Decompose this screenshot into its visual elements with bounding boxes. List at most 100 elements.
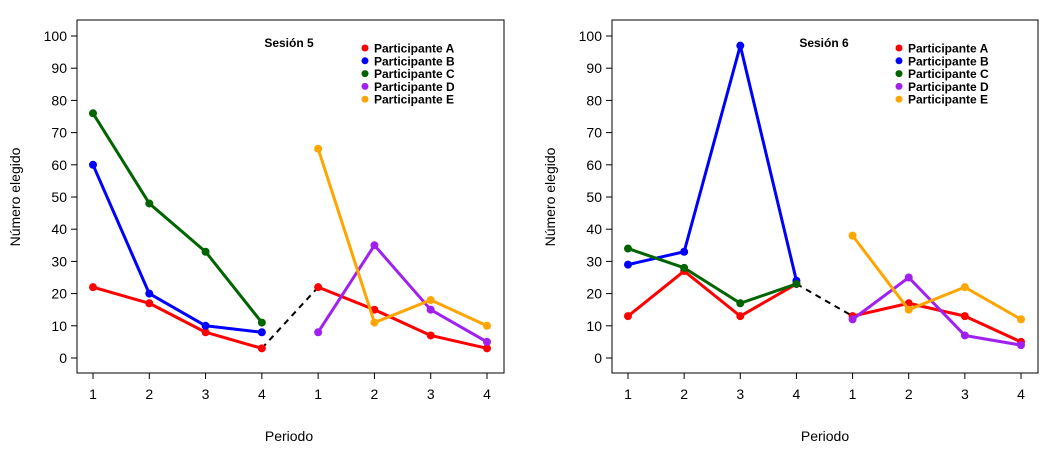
x-tick-label: 4 [793, 386, 801, 402]
period-connector-line [261, 286, 319, 350]
y-axis: 0 10 20 30 40 50 60 70 80 90 100 [579, 28, 613, 366]
data-point [201, 328, 210, 337]
x-tick-label: 3 [736, 386, 744, 402]
data-point [257, 328, 266, 337]
x-tick-label: 2 [680, 386, 688, 402]
data-point [736, 299, 745, 308]
series-line [91, 285, 264, 350]
data-point [314, 328, 323, 337]
y-tick-label: 0 [594, 350, 602, 366]
series-line [316, 243, 489, 344]
x-axis: 1 2 3 4 1 2 3 4 [624, 372, 1025, 402]
data-point [904, 305, 913, 314]
series-participante-b [624, 41, 801, 285]
x-tick-label: 4 [483, 386, 491, 402]
data-point [314, 144, 323, 153]
series-participante-c [89, 109, 266, 327]
data-point [257, 318, 266, 327]
data-point [201, 321, 210, 330]
series-line [851, 234, 1023, 321]
data-point [736, 312, 745, 321]
y-tick-label: 100 [44, 28, 68, 44]
data-point [426, 331, 435, 340]
y-tick-label: 70 [586, 125, 602, 141]
y-tick-label: 100 [579, 28, 603, 44]
chart-panel-1: 0 10 20 30 40 50 60 70 80 90 100 1 2 3 4 1 2 3 4 Periodo Núm… [7, 19, 505, 444]
series-participante-d [314, 241, 491, 346]
data-point [257, 344, 266, 353]
y-tick-label: 30 [51, 253, 67, 269]
data-point [680, 263, 689, 272]
series-participante-c [624, 244, 801, 308]
y-axis-title: Número elegido [7, 147, 23, 246]
data-point [960, 331, 969, 340]
legend-marker [361, 44, 369, 52]
y-tick-label: 70 [51, 125, 67, 141]
series-line [626, 269, 798, 318]
x-tick-label: 1 [849, 386, 857, 402]
x-tick-label: 1 [624, 386, 632, 402]
data-point [314, 283, 323, 292]
data-point [848, 231, 857, 240]
y-tick-label: 60 [586, 157, 602, 173]
legend-label: Participante E [908, 93, 988, 107]
y-tick-label: 50 [586, 189, 602, 205]
data-point [624, 312, 632, 321]
data-point [792, 279, 801, 288]
series-line [316, 147, 489, 328]
chart-panel-2: 0 10 20 30 40 50 60 70 80 90 100 1 2 3 4 1 2 3 4 Periodo Núm… [542, 19, 1039, 444]
x-tick-label: 2 [905, 386, 913, 402]
legend-marker [895, 57, 903, 65]
x-axis: 1 2 3 4 1 2 3 4 [89, 372, 491, 402]
series-line [316, 285, 489, 350]
series-line [626, 44, 798, 283]
legend-marker [895, 95, 903, 103]
data-point [624, 260, 632, 269]
data-point [483, 344, 491, 353]
data-point [89, 283, 97, 292]
data-point [426, 296, 435, 305]
data-point [145, 199, 154, 208]
series-line [851, 301, 1023, 344]
y-axis-title: Número elegido [542, 147, 558, 246]
legend-marker [895, 44, 903, 52]
chart-title: Sesión 6 [799, 36, 849, 50]
series-line [91, 111, 264, 325]
x-tick-label: 1 [314, 386, 322, 402]
y-axis: 0 10 20 30 40 50 60 70 80 90 100 [44, 28, 78, 366]
x-axis-title: Periodo [801, 428, 849, 444]
y-tick-label: 80 [586, 92, 602, 108]
y-tick-label: 40 [51, 221, 67, 237]
data-point [960, 312, 969, 321]
series-line [626, 247, 798, 305]
data-point [201, 247, 210, 256]
y-tick-label: 80 [51, 92, 67, 108]
legend-marker [361, 70, 369, 78]
x-tick-label: 2 [145, 386, 153, 402]
period-connector-line [795, 283, 854, 318]
data-point [960, 283, 969, 292]
y-tick-label: 90 [51, 60, 67, 76]
chart-title: Sesión 5 [264, 36, 314, 50]
y-tick-label: 60 [51, 157, 67, 173]
data-point [1017, 341, 1025, 350]
x-tick-label: 4 [1017, 386, 1025, 402]
series-participante-d [848, 273, 1025, 350]
series-participante-b [89, 160, 266, 337]
data-point [904, 273, 913, 282]
y-tick-label: 0 [59, 350, 67, 366]
y-tick-label: 20 [586, 286, 602, 302]
legend-label: Participante D [374, 80, 455, 94]
legend-label: Participante D [908, 80, 989, 94]
x-tick-label: 1 [89, 386, 97, 402]
legend-label: Participante E [374, 93, 454, 107]
series-line [851, 276, 1023, 347]
data-point [680, 247, 689, 256]
y-tick-label: 10 [586, 318, 602, 334]
data-point [426, 305, 435, 314]
data-point [483, 337, 491, 346]
legend-marker [361, 95, 369, 103]
data-point [89, 109, 97, 118]
y-tick-label: 20 [51, 286, 67, 302]
